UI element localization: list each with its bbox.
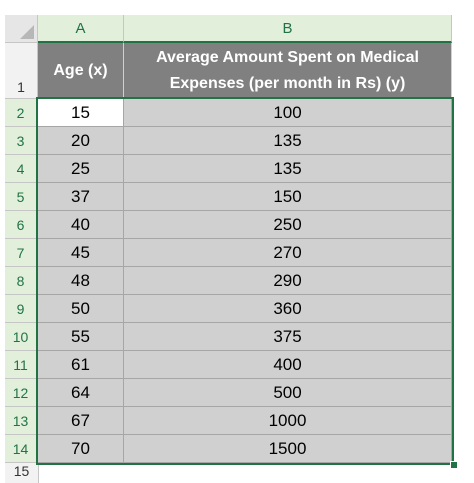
row-header[interactable]: 11 <box>5 351 38 379</box>
table-row: 48 290 <box>38 267 452 295</box>
cell-a1[interactable]: Age (x) <box>38 43 124 99</box>
cell-a[interactable]: 50 <box>38 295 124 323</box>
row-header-15[interactable]: 15 <box>5 463 39 483</box>
spreadsheet: A B 1 2 3 4 5 6 7 8 9 10 11 12 13 14 15 … <box>5 15 458 483</box>
row-header[interactable]: 13 <box>5 407 38 435</box>
cell-b[interactable]: 360 <box>124 295 452 323</box>
column-header-a[interactable]: A <box>38 15 124 43</box>
row-header[interactable]: 5 <box>5 183 38 211</box>
select-all-triangle-icon <box>20 25 34 39</box>
table-row: 15 100 <box>38 99 452 127</box>
table-row: 64 500 <box>38 379 452 407</box>
column-header-b[interactable]: B <box>124 15 452 43</box>
table-row: 45 270 <box>38 239 452 267</box>
cell-b[interactable]: 100 <box>124 99 452 127</box>
table-row: 70 1500 <box>38 435 452 463</box>
cell-a[interactable]: 48 <box>38 267 124 295</box>
row-headers: 1 2 3 4 5 6 7 8 9 10 11 12 13 14 <box>5 43 38 463</box>
cell-b[interactable]: 400 <box>124 351 452 379</box>
cell-a[interactable]: 61 <box>38 351 124 379</box>
table-header-row: Age (x) Average Amount Spent on Medical … <box>38 43 452 99</box>
cell-a[interactable]: 64 <box>38 379 124 407</box>
cell-a[interactable]: 70 <box>38 435 124 463</box>
row-header[interactable]: 7 <box>5 239 38 267</box>
cell-a[interactable]: 40 <box>38 211 124 239</box>
cell-a[interactable]: 55 <box>38 323 124 351</box>
table-row: 50 360 <box>38 295 452 323</box>
fill-handle[interactable] <box>450 461 458 469</box>
select-all-button[interactable] <box>5 15 38 43</box>
table-row: 61 400 <box>38 351 452 379</box>
row-header[interactable]: 4 <box>5 155 38 183</box>
row-header-1[interactable]: 1 <box>5 43 38 99</box>
cell-a[interactable]: 37 <box>38 183 124 211</box>
cell-a[interactable]: 45 <box>38 239 124 267</box>
table-row: 25 135 <box>38 155 452 183</box>
row-header[interactable]: 6 <box>5 211 38 239</box>
table-row: 37 150 <box>38 183 452 211</box>
cell-b[interactable]: 375 <box>124 323 452 351</box>
row-header[interactable]: 2 <box>5 99 38 127</box>
row-header[interactable]: 3 <box>5 127 38 155</box>
table-row: 20 135 <box>38 127 452 155</box>
cell-a[interactable]: 67 <box>38 407 124 435</box>
cell-b1[interactable]: Average Amount Spent on Medical Expenses… <box>124 43 452 99</box>
table-row: 67 1000 <box>38 407 452 435</box>
selected-range: 15 100 20 135 25 135 37 150 40 250 45 270 48 29… <box>36 97 454 465</box>
row-header[interactable]: 14 <box>5 435 38 463</box>
cell-b[interactable]: 250 <box>124 211 452 239</box>
cell-b[interactable]: 500 <box>124 379 452 407</box>
row-header[interactable]: 9 <box>5 295 38 323</box>
cell-a[interactable]: 20 <box>38 127 124 155</box>
cell-b[interactable]: 135 <box>124 155 452 183</box>
cell-b[interactable]: 290 <box>124 267 452 295</box>
cell-a-active[interactable]: 15 <box>38 99 124 127</box>
row-header[interactable]: 12 <box>5 379 38 407</box>
table-row: 40 250 <box>38 211 452 239</box>
cell-b[interactable]: 1000 <box>124 407 452 435</box>
cell-b[interactable]: 1500 <box>124 435 452 463</box>
cell-b[interactable]: 150 <box>124 183 452 211</box>
row-header[interactable]: 10 <box>5 323 38 351</box>
cell-b[interactable]: 135 <box>124 127 452 155</box>
table-row: 55 375 <box>38 323 452 351</box>
cell-a[interactable]: 25 <box>38 155 124 183</box>
row-header[interactable]: 8 <box>5 267 38 295</box>
cell-b[interactable]: 270 <box>124 239 452 267</box>
